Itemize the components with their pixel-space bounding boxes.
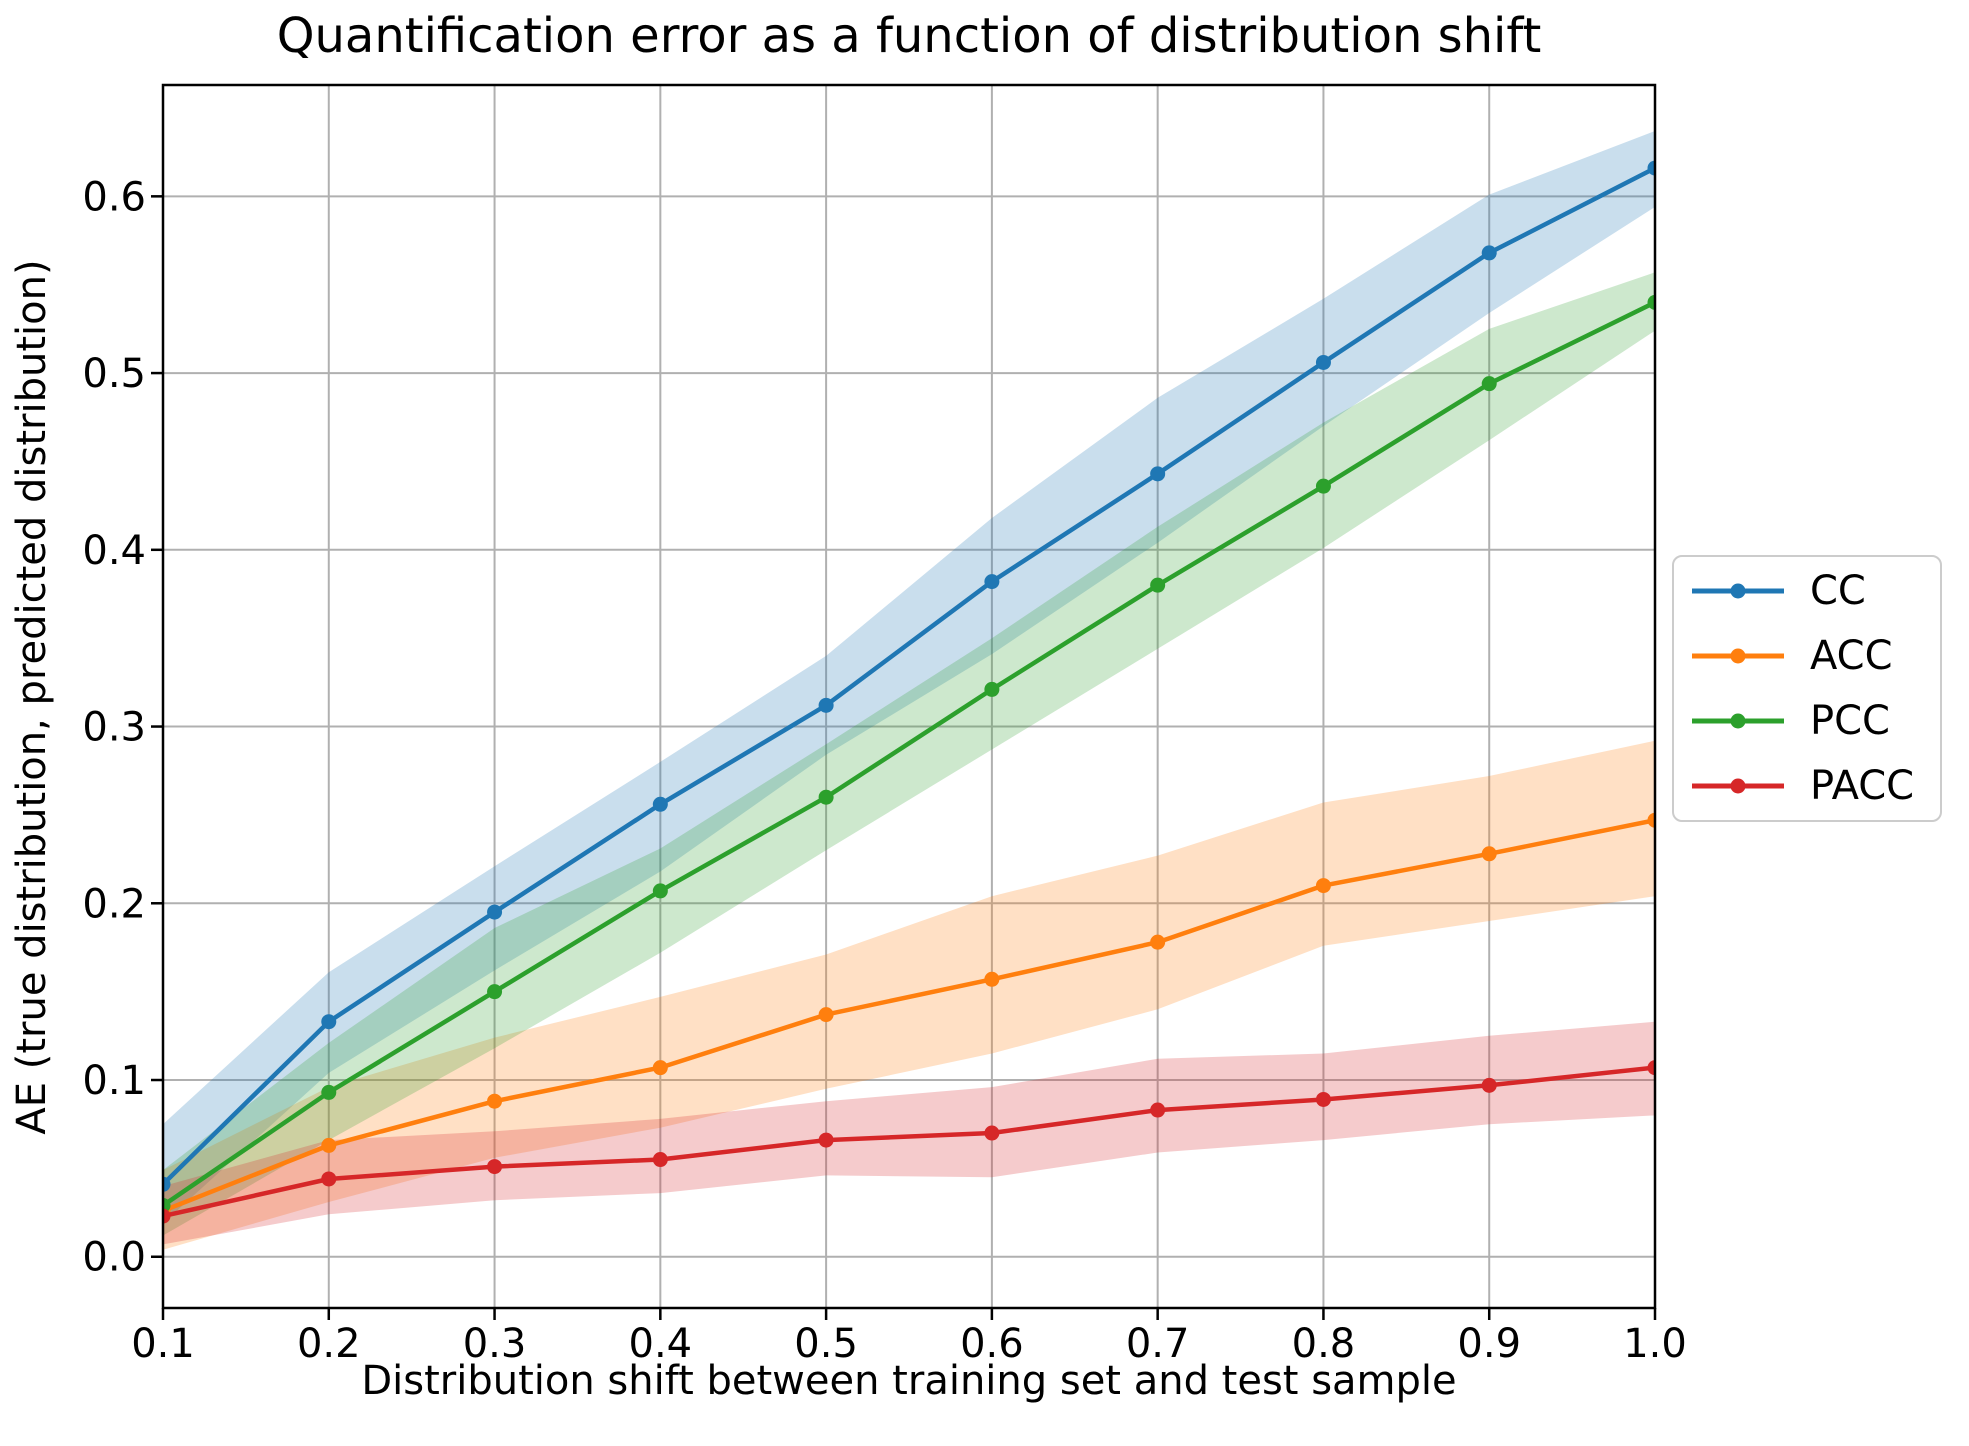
data-point-cc [163, 1176, 171, 1192]
x-tick-label: 1.0 [1623, 1321, 1687, 1367]
series-line-cc [163, 166, 1655, 1186]
data-point-cc [1150, 466, 1166, 482]
data-point-pcc [1315, 478, 1331, 494]
data-point-pacc [1150, 1102, 1166, 1118]
data-point-pacc [1315, 1091, 1331, 1107]
x-tick-label: 0.8 [1292, 1321, 1356, 1367]
data-point-pcc [984, 681, 1000, 697]
data-point-acc [321, 1137, 337, 1153]
x-tick-label: 0.1 [131, 1321, 195, 1367]
data-point-acc [1150, 934, 1166, 950]
data-point-cc [321, 1014, 337, 1030]
legend-line-sample [1692, 583, 1784, 599]
data-point-pacc [487, 1159, 503, 1175]
x-tick-label: 0.3 [463, 1321, 527, 1367]
data-point-pcc [1647, 294, 1655, 310]
y-tick-label: 0.5 [82, 351, 146, 397]
x-tick-label: 0.4 [629, 1321, 693, 1367]
x-tick-label: 0.5 [794, 1321, 858, 1367]
data-point-pcc [487, 984, 503, 1000]
series-band-pacc [163, 1021, 1655, 1245]
legend-marker-icon [1730, 713, 1746, 729]
data-point-acc [984, 971, 1000, 987]
legend-item-pcc: PCC [1690, 699, 1914, 743]
x-tick-label: 0.9 [1457, 1321, 1521, 1367]
data-point-pcc [1150, 577, 1166, 593]
data-point-pacc [1481, 1077, 1497, 1093]
data-point-cc [1647, 160, 1655, 176]
data-point-cc [652, 796, 668, 812]
y-tick-label: 0.2 [82, 881, 146, 927]
data-point-pacc [163, 1208, 171, 1224]
data-point-pacc [818, 1132, 834, 1148]
series-band-cc [163, 131, 1655, 1224]
data-point-pacc [1647, 1060, 1655, 1076]
data-point-cc [818, 697, 834, 713]
data-point-pcc [321, 1084, 337, 1100]
data-point-acc [1481, 846, 1497, 862]
x-tick-label: 0.6 [960, 1321, 1024, 1367]
legend: CC ACC PCC PACC [1672, 555, 1943, 822]
legend-line-sample [1692, 713, 1784, 729]
legend-line-sample [1692, 648, 1784, 664]
series-line-pacc [163, 1065, 1655, 1219]
x-tick-label: 0.7 [1126, 1321, 1190, 1367]
series-line-pcc [163, 300, 1655, 1208]
data-point-acc [1315, 878, 1331, 894]
legend-label: PCC [1810, 698, 1890, 744]
legend-item-pacc: PACC [1690, 764, 1914, 808]
legend-marker-icon [1730, 648, 1746, 664]
plot-border [161, 83, 1657, 1310]
y-tick-label: 0.3 [82, 705, 146, 751]
y-tick-label: 0.6 [82, 174, 146, 220]
data-point-cc [1481, 245, 1497, 261]
legend-item-cc: CC [1690, 569, 1914, 613]
data-point-cc [1315, 354, 1331, 370]
series-line-acc [163, 817, 1655, 1213]
legend-label: PACC [1810, 763, 1915, 809]
confidence-bands [163, 131, 1655, 1250]
legend-marker-icon [1730, 583, 1746, 599]
legend-label: CC [1810, 568, 1866, 614]
chart-title: Quantification error as a function of di… [276, 8, 1542, 64]
data-point-pcc [652, 883, 668, 899]
legend-item-acc: ACC [1690, 634, 1914, 678]
data-point-pacc [984, 1125, 1000, 1141]
data-point-cc [487, 904, 503, 920]
data-point-pacc [652, 1152, 668, 1168]
data-point-pacc [321, 1171, 337, 1187]
x-axis-label: Distribution shift between training set … [361, 1358, 1457, 1404]
data-point-acc [818, 1007, 834, 1023]
data-point-pcc [818, 789, 834, 805]
axis-ticks: 0.1 0.2 0.3 0.4 0.5 0.6 0.7 0.8 0.9 1.0 0.0 0.1 0.2 0… [82, 174, 1686, 1367]
y-tick-label: 0.1 [82, 1058, 146, 1104]
x-tick-label: 0.2 [297, 1321, 361, 1367]
data-point-pcc [1481, 376, 1497, 392]
data-point-acc [487, 1093, 503, 1109]
series-lines [163, 160, 1655, 1224]
legend-label: ACC [1810, 633, 1893, 679]
data-point-cc [984, 574, 1000, 590]
y-tick-label: 0.4 [82, 528, 146, 574]
legend-line-sample [1692, 778, 1784, 794]
data-point-acc [652, 1060, 668, 1076]
data-point-acc [1647, 812, 1655, 828]
y-tick-label: 0.0 [82, 1235, 146, 1281]
legend-marker-icon [1730, 778, 1746, 794]
